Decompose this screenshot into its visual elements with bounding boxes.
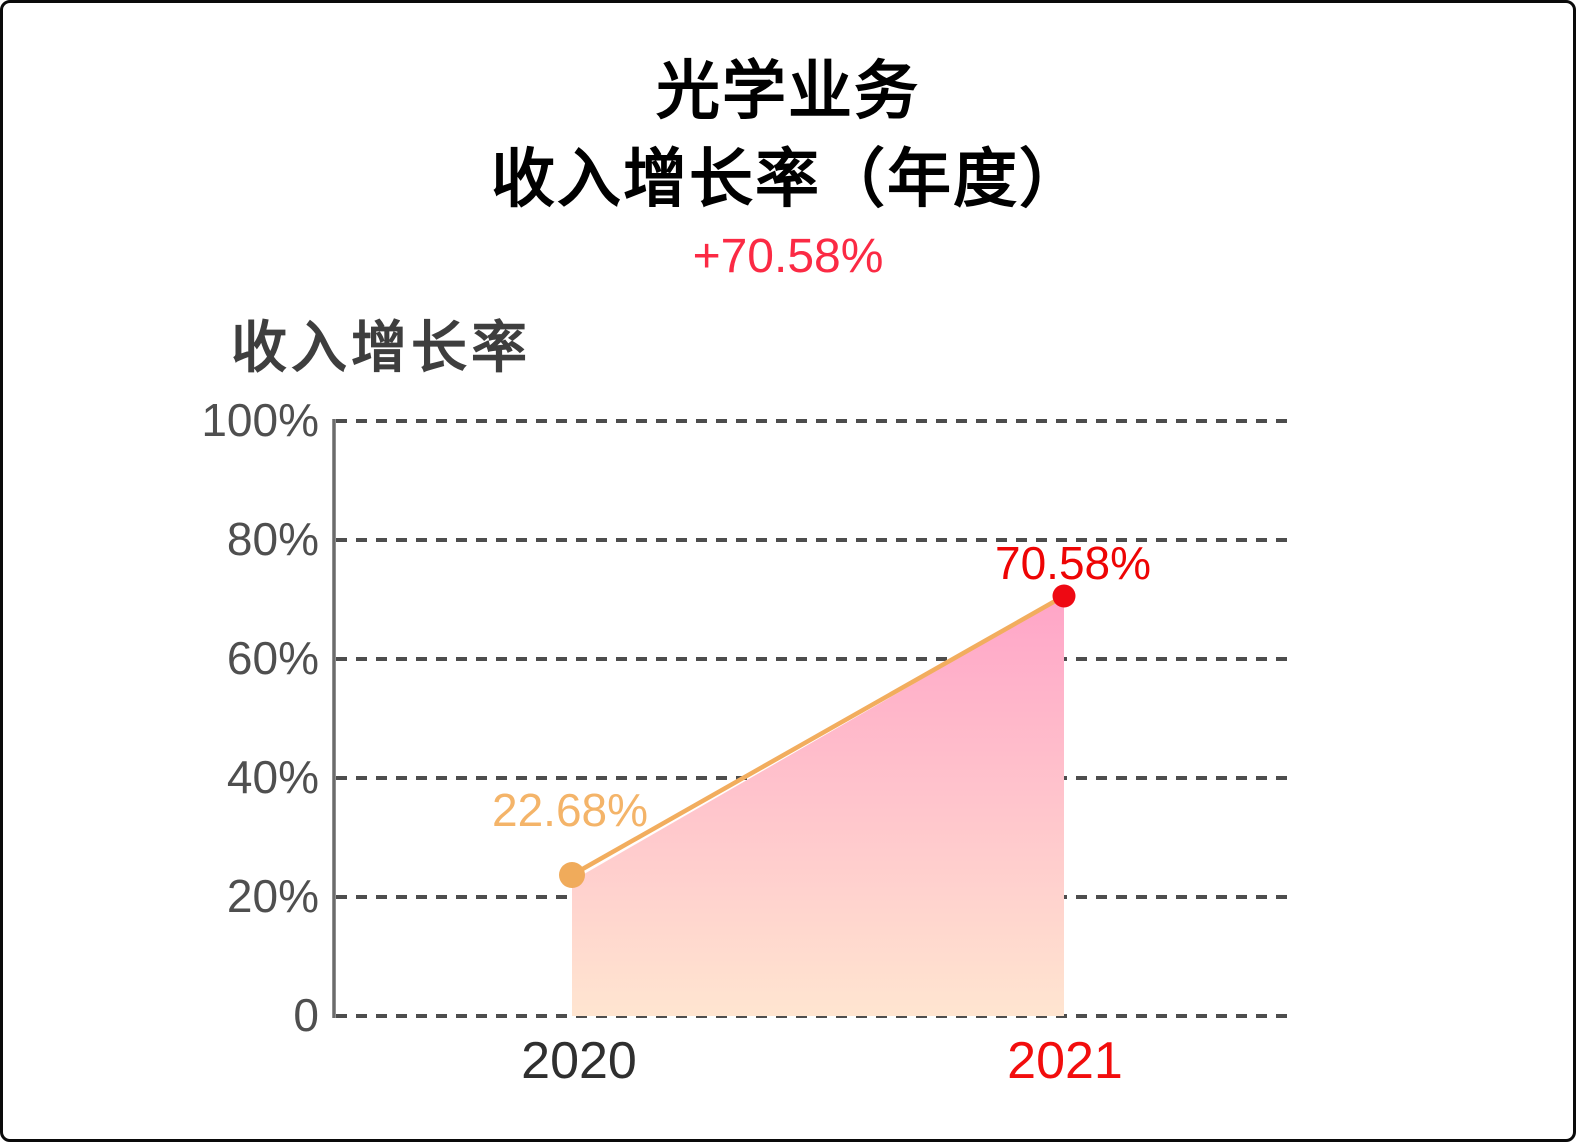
y-tick-20: 20%: [226, 869, 319, 922]
y-tick-0: 0: [293, 988, 319, 1041]
x-tick-2021: 2021: [1007, 1032, 1123, 1090]
y-tick-100: 100%: [201, 393, 319, 446]
series-area: [572, 597, 1064, 1016]
plot-area: [332, 419, 1289, 1018]
point-label-2020: 22.68%: [491, 784, 649, 836]
chart-header: 光学业务 收入增长率（年度） +70.58%: [3, 47, 1573, 287]
point-label-2021: 70.58%: [994, 537, 1152, 589]
data-point-2020: [559, 862, 585, 888]
series-line: [569, 593, 1067, 878]
y-tick-60: 60%: [226, 631, 319, 684]
chart-title-line1: 光学业务: [656, 55, 920, 127]
x-tick-2020: 2020: [521, 1032, 637, 1090]
data-point-2021: [1052, 584, 1076, 608]
y-tick-40: 40%: [226, 750, 319, 803]
chart-title-line2: 收入增长率（年度）: [491, 143, 1085, 215]
y-axis-title: 收入增长率: [231, 316, 531, 379]
y-tick-80: 80%: [226, 512, 319, 565]
delta-value: +70.58%: [692, 230, 884, 283]
